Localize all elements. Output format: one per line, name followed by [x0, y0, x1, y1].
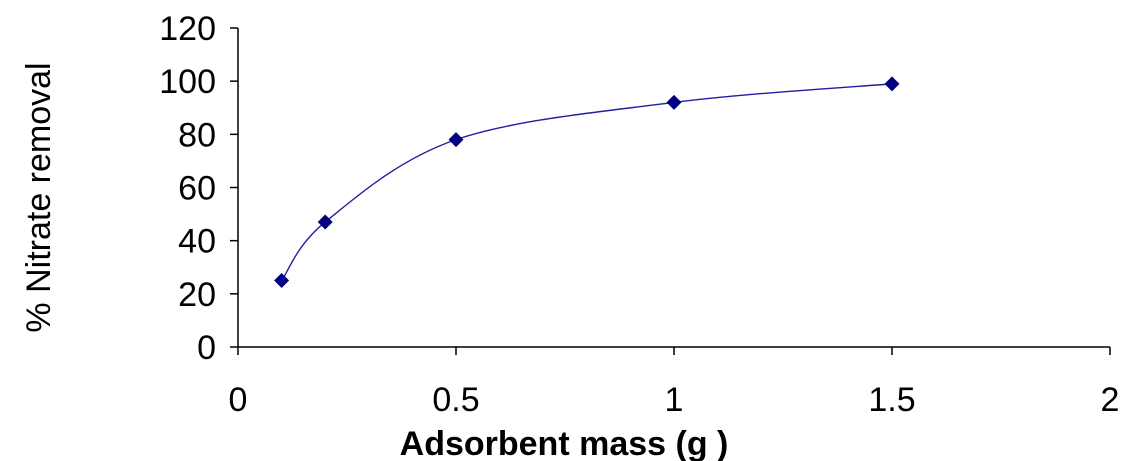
x-axis-title: Adsorbent mass (g ): [400, 425, 729, 461]
x-tick-label: 1: [665, 381, 684, 419]
data-point-marker: [317, 214, 333, 230]
data-point-marker: [274, 273, 290, 289]
y-tick-label: 100: [159, 63, 216, 101]
y-tick-label: 80: [178, 116, 216, 154]
series-curve: [281, 83, 893, 281]
y-tick-label: 60: [178, 170, 216, 208]
data-point-marker: [884, 76, 900, 92]
x-tick-label: 1.5: [868, 381, 915, 419]
y-tick-label: 120: [159, 10, 216, 48]
data-point-marker: [666, 94, 682, 110]
series-markers: [274, 76, 900, 289]
axes: 0 20 40 60 80 100 120 0 0.5 1 1.5 2: [159, 10, 1119, 419]
series-layer: [274, 76, 900, 289]
x-tick-label: 2: [1101, 381, 1120, 419]
x-tick-label: 0.5: [432, 381, 479, 419]
y-tick-label: 0: [197, 329, 216, 367]
y-tick-label: 20: [178, 276, 216, 314]
y-tick-label: 40: [178, 223, 216, 261]
y-axis-ticks: 0 20 40 60 80 100 120: [159, 10, 238, 367]
x-tick-label: 0: [229, 381, 248, 419]
data-point-marker: [448, 132, 464, 148]
y-axis-title: % Nitrate removal: [20, 62, 58, 332]
x-axis-ticks: 0 0.5 1 1.5 2: [229, 347, 1120, 419]
